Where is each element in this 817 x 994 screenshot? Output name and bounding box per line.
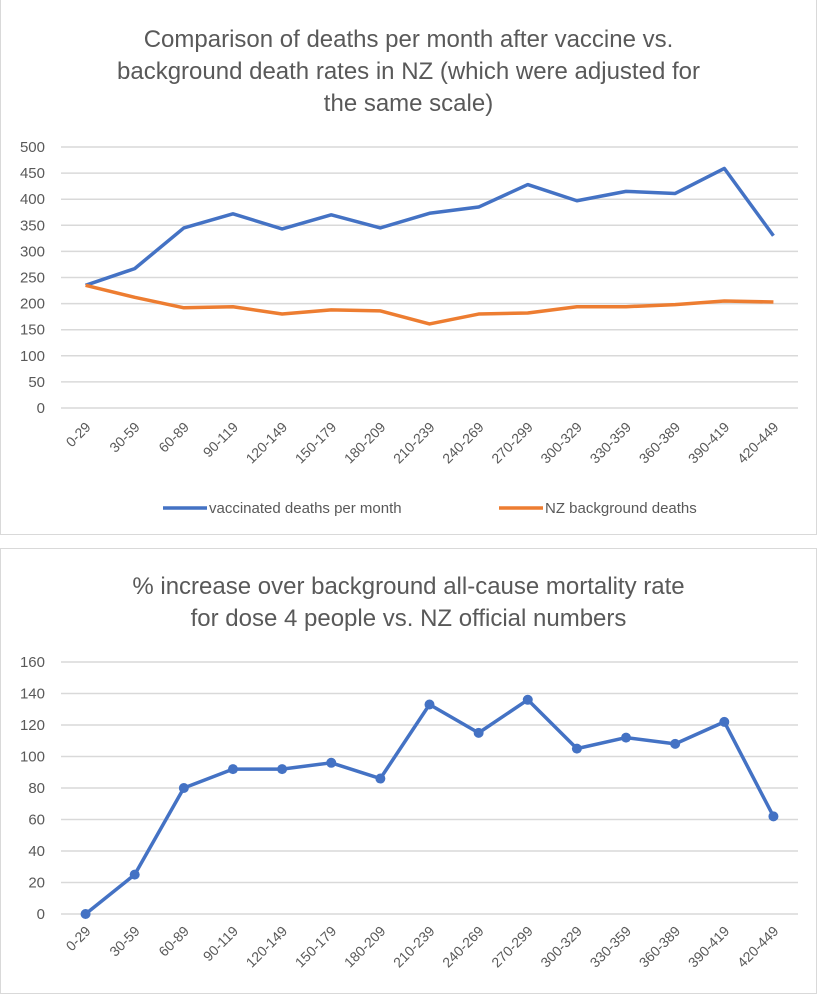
data-point <box>178 783 189 793</box>
data-point <box>522 694 533 705</box>
y-tick-label: 50 <box>28 374 45 391</box>
chart-plot: 0 50 100 150 200 250 300 350 400 450 500 0-29 30-59 6… <box>20 139 798 517</box>
data-point <box>227 764 238 775</box>
x-tick-label: 30-59 <box>106 419 143 456</box>
x-tick-label: 120-149 <box>243 923 291 971</box>
x-tick-label: 420-449 <box>734 419 782 467</box>
data-point <box>768 811 779 822</box>
x-tick-label: 270-299 <box>488 923 536 971</box>
x-tick-label: 150-179 <box>292 419 340 467</box>
x-tick-label: 360-389 <box>636 923 684 971</box>
data-point <box>571 743 582 754</box>
x-tick-label: 180-209 <box>341 923 389 971</box>
x-tick-label: 180-209 <box>341 419 389 467</box>
data-point <box>424 699 435 710</box>
x-tick-label: 60-89 <box>155 923 192 960</box>
data-point <box>326 757 337 768</box>
x-tick-label: 210-239 <box>390 923 438 971</box>
y-tick-label: 120 <box>20 717 45 734</box>
x-tick-label: 300-329 <box>537 419 585 467</box>
y-tick-label: 250 <box>20 270 45 287</box>
chart-deaths-comparison: Comparison of deaths per month after vac… <box>0 0 817 535</box>
title-line: background death rates in NZ (which were… <box>117 58 700 85</box>
x-tick-label: 270-299 <box>488 419 536 467</box>
data-point <box>375 773 386 784</box>
x-tick-label: 300-329 <box>537 923 585 971</box>
y-tick-label: 0 <box>37 906 45 923</box>
legend-label: NZ background deaths <box>545 500 697 517</box>
x-tick-label: 120-149 <box>243 419 291 467</box>
y-tick-label: 0 <box>37 400 45 417</box>
series-line <box>85 166 775 287</box>
x-tick-label: 0-29 <box>63 419 94 450</box>
y-tick-label: 150 <box>20 322 45 339</box>
y-tick-label: 140 <box>20 686 45 703</box>
x-tick-label: 240-269 <box>439 923 487 971</box>
y-tick-label: 200 <box>20 296 45 313</box>
x-tick-label: 150-179 <box>292 923 340 971</box>
y-tick-label: 400 <box>20 191 45 208</box>
x-tick-label: 390-419 <box>685 419 733 467</box>
chart-title: % increase over background all-cause mor… <box>1 571 816 635</box>
x-tick-label: 360-389 <box>636 419 684 467</box>
x-tick-label: 390-419 <box>685 923 733 971</box>
title-line: Comparison of deaths per month after vac… <box>143 26 674 53</box>
y-tick-label: 300 <box>20 243 45 260</box>
chart-percent-increase: % increase over background all-cause mor… <box>0 548 817 994</box>
title-line: the same scale) <box>323 90 494 117</box>
series-line <box>85 283 774 326</box>
x-tick-label: 0-29 <box>63 923 94 954</box>
x-tick-label: 240-269 <box>439 419 487 467</box>
data-point <box>719 716 730 727</box>
data-point <box>473 727 484 738</box>
y-tick-label: 100 <box>20 749 45 766</box>
x-tick-label: 330-359 <box>587 419 635 467</box>
y-tick-label: 100 <box>20 348 45 365</box>
chart-plot: 0 20 40 60 80 100 120 140 160 0-29 30-59 60-89 90-11… <box>20 654 798 971</box>
y-tick-label: 500 <box>20 139 45 156</box>
data-point <box>670 738 681 749</box>
y-tick-label: 450 <box>20 165 45 182</box>
legend-label: vaccinated deaths per month <box>209 500 402 517</box>
x-tick-label: 60-89 <box>155 419 192 456</box>
title-line: for dose 4 people vs. NZ official number… <box>190 605 627 632</box>
y-tick-label: 60 <box>28 812 45 829</box>
y-tick-label: 40 <box>28 843 45 860</box>
data-point <box>80 909 91 919</box>
title-line: % increase over background all-cause mor… <box>132 573 685 600</box>
x-tick-label: 420-449 <box>734 923 782 971</box>
data-point <box>129 869 140 880</box>
x-tick-label: 210-239 <box>390 419 438 467</box>
data-point <box>621 732 632 743</box>
y-tick-label: 160 <box>20 654 45 671</box>
y-tick-label: 80 <box>28 780 45 797</box>
x-tick-label: 90-119 <box>200 419 242 461</box>
x-tick-label: 330-359 <box>587 923 635 971</box>
x-tick-label: 90-119 <box>200 923 242 965</box>
x-tick-label: 30-59 <box>106 923 143 960</box>
y-tick-label: 20 <box>28 875 45 892</box>
data-point <box>277 764 288 775</box>
y-tick-label: 350 <box>20 217 45 234</box>
chart-title: Comparison of deaths per month after vac… <box>1 24 816 120</box>
